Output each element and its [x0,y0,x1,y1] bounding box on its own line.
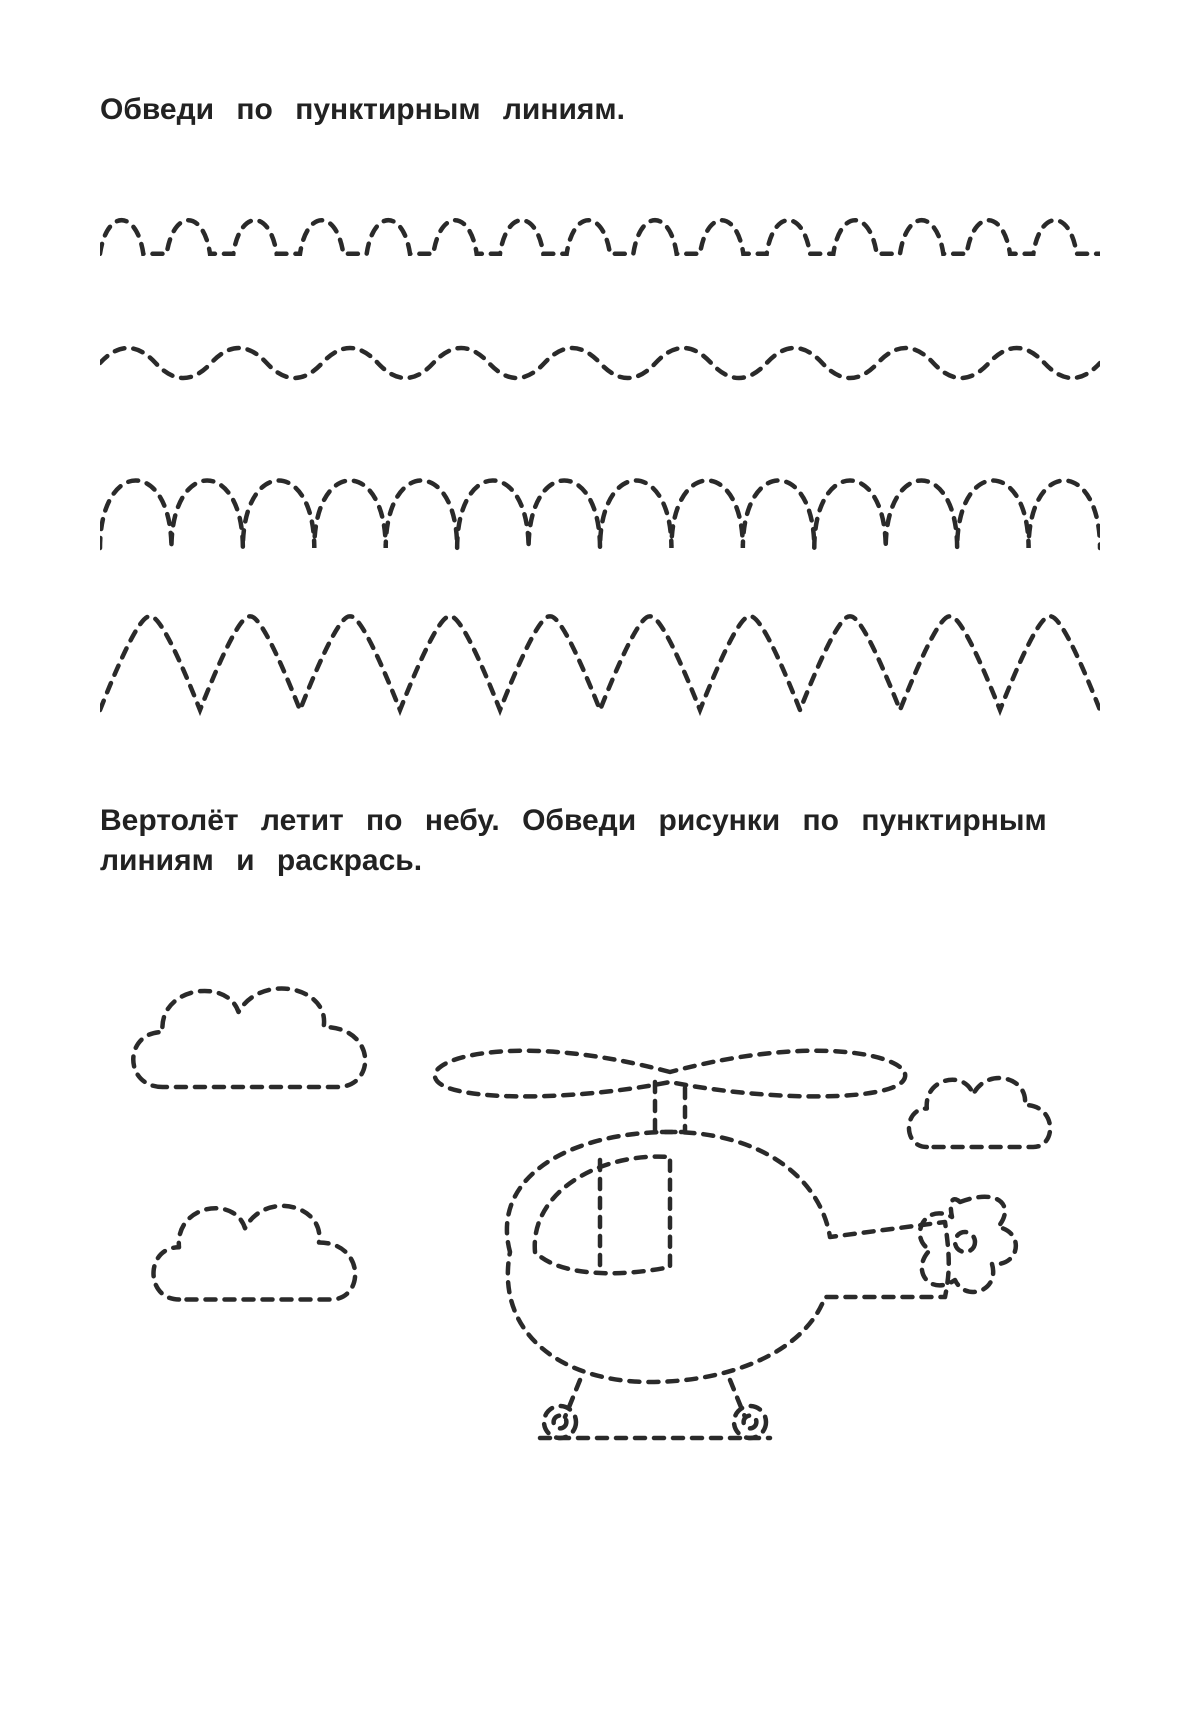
wave-path [100,220,1100,254]
tracing-waves-section [100,201,1100,716]
wheel-hub-2 [744,1415,757,1428]
wave-row-1 [100,201,1100,273]
wave-row-2 [100,328,1100,398]
wheel-1 [544,1406,576,1438]
cockpit-window [535,1156,670,1273]
wheel-2 [734,1406,766,1438]
helicopter-body [507,1132,949,1382]
wave-path [100,348,1100,378]
cloud-outline-3 [154,1205,356,1299]
wave-row-4 [100,608,1100,716]
helicopter-scene [100,942,1100,1462]
wave-path [100,480,1100,548]
rotor-blades [435,1050,905,1096]
cloud-outline-1 [133,988,365,1087]
tail-rotor [920,1196,1016,1291]
instruction-helicopter: Вертолёт летит по небу. Обведи рисунки п… [100,801,1100,882]
worksheet-page: Обведи по пунктирным линиям. Вертолёт ле… [0,0,1200,1729]
cloud-outline-2 [909,1078,1050,1147]
instruction-trace-lines: Обведи по пунктирным линиям. [100,90,1100,131]
tail-rotor-hub [955,1232,975,1252]
gear-struts [565,1380,745,1417]
rotor-mast [655,1082,685,1132]
wave-row-3 [100,453,1100,553]
wave-path [100,616,1100,710]
